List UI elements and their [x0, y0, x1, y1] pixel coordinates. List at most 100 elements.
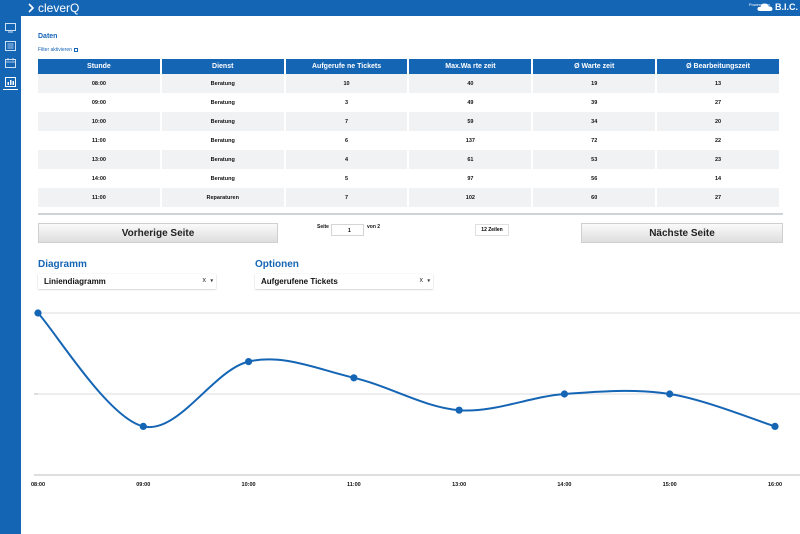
active-nav-indicator: [3, 89, 18, 90]
column-header[interactable]: Ø Bearbeitungszeit: [657, 59, 779, 74]
page-number-input[interactable]: 1: [331, 224, 364, 236]
vendor-logo: B.I.C.: [757, 2, 798, 12]
chevron-down-icon[interactable]: ▾: [427, 278, 430, 284]
sidebar: [0, 16, 21, 534]
table-cell: 6: [345, 137, 349, 144]
next-page-button[interactable]: Nächste Seite: [581, 223, 783, 243]
table-cell: 137: [465, 137, 475, 144]
document-icon[interactable]: [5, 41, 16, 51]
x-tick-label: 09:00: [136, 482, 150, 488]
data-point[interactable]: [771, 422, 779, 430]
column-header[interactable]: Aufgerufe ne Tickets: [285, 59, 408, 74]
previous-page-button[interactable]: Vorherige Seite: [38, 223, 278, 243]
metric-value: Aufgerufene Tickets: [261, 277, 338, 286]
data-point[interactable]: [666, 390, 674, 398]
diagram-type-select[interactable]: Liniendiagramm x ▾: [38, 274, 216, 289]
options-title: Optionen: [255, 259, 299, 270]
data-table: Stunde Dienst Aufgerufe ne Tickets Max.W…: [36, 59, 781, 207]
page-count-label: von 2: [367, 224, 381, 230]
table-cell: 14:00: [91, 175, 106, 182]
table-row: 09:00 Beratung 3 49 39 27: [38, 93, 779, 112]
x-tick-label: 15:00: [663, 482, 677, 488]
table-cell: 40: [409, 74, 532, 93]
table-cell: 39: [591, 99, 598, 106]
data-point[interactable]: [350, 374, 358, 382]
series-line: [37, 312, 776, 429]
cleverq-logo-icon: [28, 2, 35, 13]
data-point[interactable]: [34, 309, 42, 317]
metric-select[interactable]: Aufgerufene Tickets x ▾: [255, 274, 433, 289]
table-cell: Beratung: [161, 74, 284, 93]
table-cell: 97: [467, 175, 474, 182]
table-cell: 08:00: [38, 74, 160, 93]
table-row: 11:00 Beratung 6 137 72 22: [38, 131, 779, 150]
table-cell: 3: [345, 99, 349, 106]
table-cell: 34: [533, 112, 656, 131]
table-cell: 7: [285, 188, 408, 207]
cloud-icon: [757, 3, 773, 11]
table-cell: 56: [591, 175, 598, 182]
table-cell: 72: [591, 137, 598, 144]
page-title: Daten: [38, 33, 58, 40]
table-cell: 19: [533, 74, 656, 93]
table-cell: Beratung: [161, 150, 284, 169]
data-point[interactable]: [244, 358, 253, 366]
diagram-type-value: Liniendiagramm: [44, 277, 106, 286]
x-tick-label: 13:00: [452, 482, 466, 488]
chart-icon[interactable]: [5, 77, 16, 87]
clear-icon[interactable]: x: [202, 277, 207, 284]
table-cell: 14: [715, 175, 722, 182]
filter-label: Filter aktivieren: [38, 47, 72, 53]
data-point[interactable]: [455, 406, 463, 414]
table-cell: 5: [345, 175, 349, 182]
table-row: 13:00 Beratung 4 61 53 23: [38, 150, 779, 169]
table-cell: 11:00: [92, 137, 106, 144]
table-cell: 10:00: [38, 112, 160, 131]
table-cell: 53: [533, 150, 656, 169]
table-cell: 10: [285, 74, 408, 93]
table-cell: Reparaturen: [161, 188, 284, 207]
column-header[interactable]: Dienst: [161, 59, 284, 74]
chevron-down-icon[interactable]: ▾: [210, 278, 213, 284]
line-chart: 08:00 09:00 10:00 11:00 13:00 14:00 15:00 16:00: [31, 309, 800, 488]
table-cell: 09:00: [91, 99, 106, 106]
table-cell: 61: [409, 150, 532, 169]
table-cell: 27: [715, 99, 722, 106]
diagram-title: Diagramm: [38, 259, 87, 270]
table-cell: 23: [657, 150, 779, 169]
table-header-row: Stunde Dienst Aufgerufe ne Tickets Max.W…: [38, 59, 779, 74]
table-cell: 27: [657, 188, 779, 207]
table-cell: 11:00: [38, 188, 160, 207]
filter-checkbox[interactable]: [73, 48, 78, 52]
calendar-icon[interactable]: [5, 58, 16, 68]
vendor-name: B.I.C.: [774, 2, 798, 12]
column-header[interactable]: Ø Warte zeit: [533, 59, 656, 74]
table-row: 10:00 Beratung 7 59 34 20: [38, 112, 779, 131]
table-row: 11:00 Reparaturen 7 102 60 27: [38, 188, 779, 207]
top-bar: cleverQ Powered by B.I.C.: [0, 0, 800, 16]
table-cell: Beratung: [210, 137, 235, 144]
table-cell: 49: [467, 99, 474, 106]
x-tick-label: 14:00: [557, 482, 571, 488]
data-point[interactable]: [560, 390, 569, 398]
table-cell: 60: [533, 188, 656, 207]
column-header[interactable]: Max.Wa rte zeit: [409, 59, 532, 74]
table-cell: 4: [285, 150, 408, 169]
table-row: 14:00 Beratung 5 97 56 14: [38, 169, 779, 188]
clear-icon[interactable]: x: [419, 277, 424, 284]
monitor-icon[interactable]: [5, 23, 16, 33]
table-divider: [38, 213, 783, 215]
table-cell: 13: [657, 74, 779, 93]
powered-by-label: Powered by: [748, 2, 770, 7]
table-cell: 13:00: [38, 150, 160, 169]
brand-logo[interactable]: cleverQ: [28, 1, 79, 15]
rows-per-page-select[interactable]: 12 Zeilen: [475, 224, 509, 236]
table-cell: 22: [715, 137, 722, 144]
column-header[interactable]: Stunde: [38, 59, 160, 74]
data-point[interactable]: [139, 422, 147, 430]
x-tick-label: 11:00: [347, 482, 361, 488]
x-tick-label: 16:00: [768, 482, 782, 488]
table-row: 08:00 Beratung 10 40 19 13: [38, 74, 779, 93]
table-cell: Beratung: [161, 112, 284, 131]
filter-toggle[interactable]: Filter aktivieren: [38, 47, 78, 53]
